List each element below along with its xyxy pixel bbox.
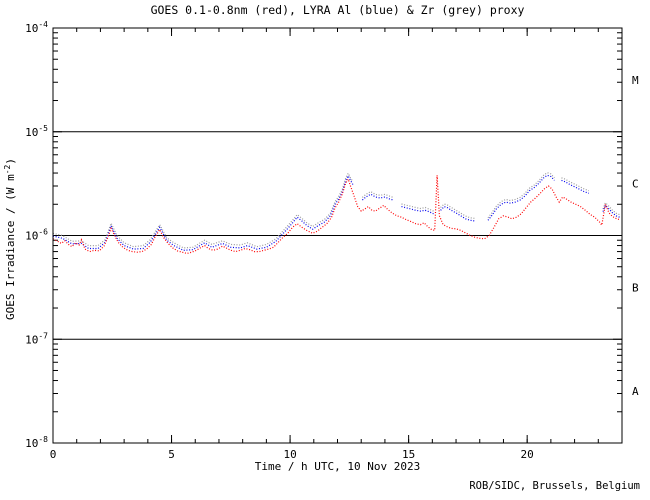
series-lyra-al-blue xyxy=(440,205,476,222)
x-axis-label: Time / h UTC, 10 Nov 2023 xyxy=(254,460,421,473)
y-tick-label: 10-5 xyxy=(25,124,48,139)
flare-class-label: A xyxy=(632,385,639,398)
series-lyra-zr-grey xyxy=(401,203,434,212)
chart-title: GOES 0.1-0.8nm (red), LYRA Al (blue) & Z… xyxy=(150,3,525,17)
x-tick-label: 0 xyxy=(50,448,57,461)
x-tick-label: 5 xyxy=(168,448,175,461)
x-tick-label: 10 xyxy=(283,448,296,461)
flare-class-label: M xyxy=(632,74,639,87)
series-lyra-zr-grey xyxy=(362,190,394,198)
x-tick-label: 20 xyxy=(521,448,534,461)
series-lyra-zr-grey xyxy=(440,203,476,219)
series-lyra-al-blue xyxy=(561,179,590,194)
series-lyra-al-blue xyxy=(401,206,434,215)
series-lyra-zr-grey xyxy=(487,172,555,219)
series-lyra-zr-grey xyxy=(602,201,620,216)
y-tick-label: 10-7 xyxy=(25,331,48,346)
series-lyra-al-blue xyxy=(52,174,354,251)
x-tick-label: 15 xyxy=(402,448,415,461)
series-lyra-zr-grey xyxy=(52,172,354,249)
series-lyra-al-blue xyxy=(487,174,555,221)
flare-class-label: C xyxy=(632,178,639,191)
y-tick-label: 10-6 xyxy=(25,228,48,243)
y-tick-label: 10-8 xyxy=(25,435,48,450)
chart-footer-credit: ROB/SIDC, Brussels, Belgium xyxy=(469,480,640,492)
series-lyra-zr-grey xyxy=(561,177,590,192)
series-goes-xray-red xyxy=(52,175,620,255)
flare-class-label: B xyxy=(632,281,639,294)
series-lyra-al-blue xyxy=(602,204,620,218)
series-lyra-al-blue xyxy=(362,193,394,201)
plot-frame xyxy=(52,27,623,444)
y-tick-label: 10-4 xyxy=(25,20,48,35)
y-axis-label: GOES Irradiance / (W m-2) xyxy=(3,158,17,320)
